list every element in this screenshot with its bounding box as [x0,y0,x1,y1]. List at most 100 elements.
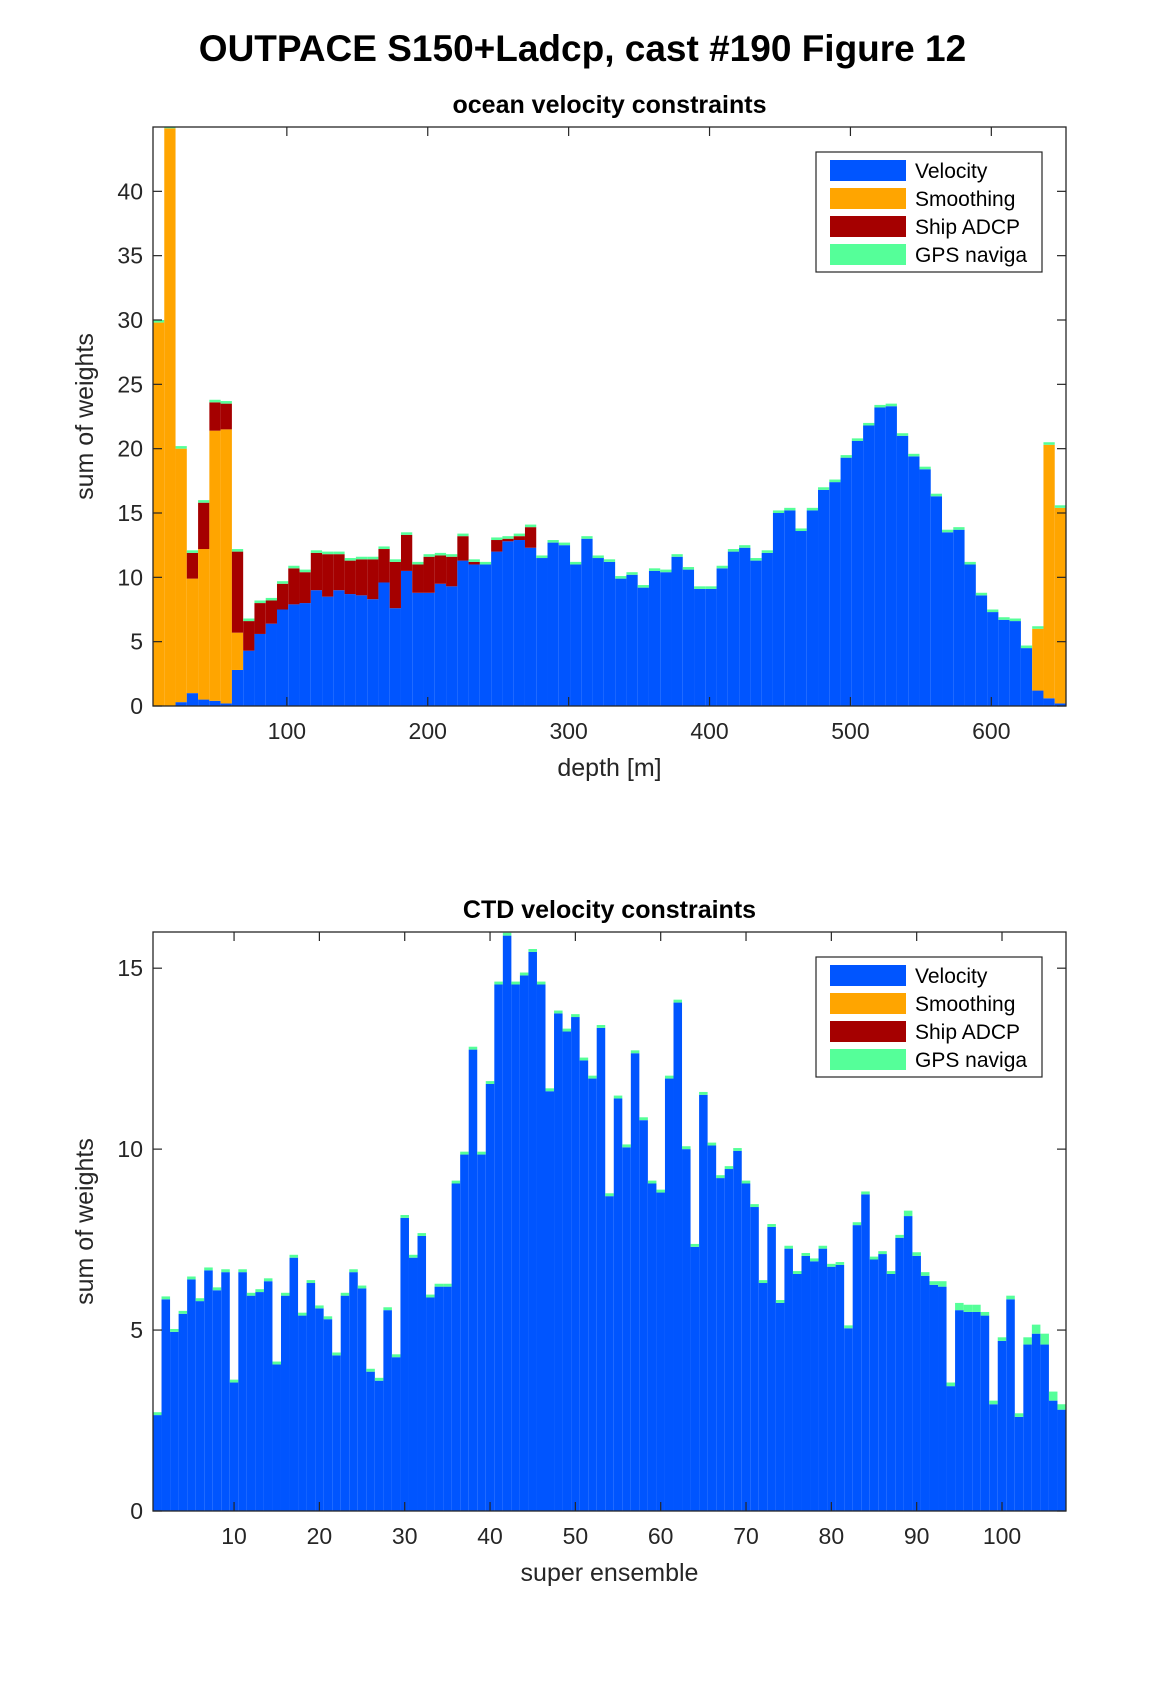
x-tick-label: 60 [648,1523,674,1549]
bar-gps-naviga-153 [355,556,368,560]
bar-velocity-465 [795,531,807,706]
bar-gps-naviga-273 [524,524,537,528]
bar-gps-naviga-22 [332,1352,341,1356]
legend-label-smoothing: Smoothing [915,188,1015,211]
bar-velocity-65 [231,669,244,706]
bar-velocity-106 [1048,1400,1058,1511]
bar-gps-naviga-9 [153,320,165,323]
y-tick-label: 15 [117,955,143,981]
bar-velocity-69 [733,1150,742,1511]
bar-velocity-34 [434,1286,444,1511]
bar-gps-naviga-35 [443,1283,452,1287]
bar-velocity-13 [255,1292,264,1511]
bar-ship-adcp-249 [491,540,503,552]
bar-gps-naviga-20 [315,1305,324,1309]
bar-velocity-96 [963,1311,973,1511]
legend-swatch-gps-naviga [830,244,906,265]
bar-velocity-49 [562,1031,572,1511]
bar-velocity-57 [220,703,232,706]
bar-gps-naviga-53 [596,1025,606,1028]
bar-gps-naviga-91 [920,1272,930,1276]
bar-velocity-513 [863,425,875,706]
bar-gps-naviga-73 [767,1224,776,1227]
bar-gps-naviga-353 [637,585,649,588]
bar-velocity-409 [716,568,728,706]
bar-velocity-15 [272,1364,281,1511]
bar-gps-naviga-369 [660,569,672,573]
bar-velocity-58 [639,1120,648,1511]
bar-velocity-217 [446,586,458,706]
bar-gps-naviga-72 [758,1280,768,1284]
bar-ship-adcp-153 [355,559,368,596]
bar-gps-naviga-289 [547,540,559,543]
bar-gps-naviga-625 [1020,645,1033,649]
legend-swatch-velocity [830,160,906,181]
bar-velocity-18 [298,1315,307,1511]
bar-gps-naviga-29 [391,1354,401,1358]
bar-velocity-249 [491,551,503,706]
bar-gps-naviga-433 [750,558,762,561]
bar-velocity-521 [874,407,886,706]
bar-gps-naviga-38 [468,1046,478,1050]
bar-gps-naviga-67 [716,1175,725,1179]
bar-velocity-321 [592,558,604,706]
bar-velocity-8 [212,1290,222,1511]
bar-gps-naviga-23 [340,1292,350,1296]
bar-gps-naviga-77 [801,1252,811,1256]
bar-velocity-20 [315,1308,324,1511]
bar-velocity-649 [1054,703,1066,706]
bar-gps-naviga-97 [972,1304,981,1312]
y-tick-label: 10 [117,1136,143,1162]
bar-velocity-369 [660,572,672,706]
y-axis-label: sum of weights [71,333,99,500]
bar-gps-naviga-51 [579,1057,589,1061]
bar-ship-adcp-121 [310,552,323,591]
bar-gps-naviga-281 [536,555,548,559]
bar-velocity-561 [930,496,943,706]
bar-gps-naviga-345 [626,572,638,575]
bar-velocity-257 [502,541,514,706]
x-tick-label: 20 [307,1523,333,1549]
bar-velocity-41 [198,699,210,706]
bar-gps-naviga-393 [694,586,706,589]
bar-gps-naviga-377 [671,554,683,557]
legend-label-gps-naviga: GPS naviga [915,244,1027,267]
bar-velocity-241 [479,564,492,706]
bar-gps-naviga-50 [571,1014,580,1018]
bar-gps-naviga-54 [605,1193,614,1197]
bar-velocity-93 [938,1286,947,1511]
bar-ship-adcp-177 [389,561,401,609]
bar-velocity-67 [716,1178,725,1511]
bar-ship-adcp-113 [299,572,311,604]
bar-ship-adcp-57 [220,403,232,430]
bar-velocity-62 [673,1002,683,1511]
bar-gps-naviga-99 [989,1400,998,1405]
bar-gps-naviga-26 [366,1368,375,1372]
bar-gps-naviga-10 [229,1379,239,1383]
bar-smoothing-17 [164,128,176,706]
bar-gps-naviga-105 [1040,1333,1049,1345]
bar-gps-naviga-36 [451,1180,461,1184]
bar-velocity-489 [829,482,841,706]
bar-velocity-28 [383,1310,392,1511]
bar-velocity-36 [451,1183,461,1511]
bar-velocity-55 [613,1098,623,1511]
bar-velocity-14 [263,1281,273,1511]
y-tick-label: 40 [117,178,143,204]
bar-gps-naviga-425 [739,545,751,548]
bar-velocity-104 [1031,1333,1041,1511]
bar-gps-naviga-24 [349,1269,358,1273]
bar-velocity-48 [554,1013,563,1511]
panel-ocean: 0 5 10 15 20 25 30 35 40 100 200 300 400 500 600 ocean … [71,91,1067,782]
bar-gps-naviga-1 [153,1412,162,1416]
bar-velocity-7 [204,1270,213,1511]
bar-gps-naviga-15 [272,1361,281,1365]
bar-velocity-305 [570,564,582,706]
bar-gps-naviga-75 [784,1245,793,1249]
bars [153,932,1066,1511]
bar-gps-naviga-49 [209,399,221,403]
bar-velocity-121 [310,590,323,706]
bar-velocity-68 [724,1169,734,1511]
bar-gps-naviga-18 [298,1312,307,1316]
y-axis-label: sum of weights [71,1138,99,1305]
